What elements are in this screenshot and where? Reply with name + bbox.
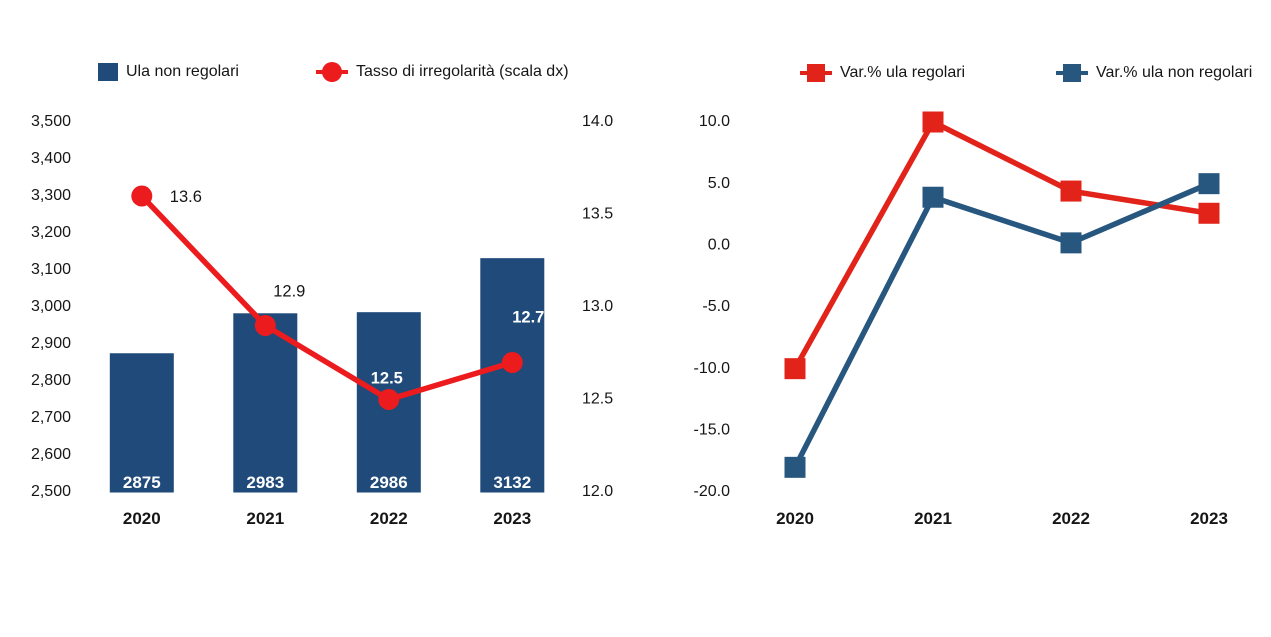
rate-point-label: 12.7 [512, 309, 544, 327]
left-axis-tick: 2,500 [31, 483, 71, 500]
rate-point-label: 13.6 [170, 188, 202, 206]
bar-value-label: 3132 [493, 473, 531, 492]
left-axis-tick: 3,500 [31, 113, 71, 130]
rate-point-label: 12.9 [273, 283, 305, 301]
y-axis-tick: -15.0 [694, 422, 731, 439]
bar-series-swatch [98, 63, 118, 81]
legend-label: Var.% ula regolari [840, 64, 966, 81]
legend-label: Var.% ula non regolari [1096, 64, 1253, 81]
x-axis-year-label: 2023 [493, 509, 531, 528]
bar-value-label: 2986 [370, 473, 408, 492]
bar-value-label: 2875 [123, 473, 161, 492]
rate-line [139, 194, 514, 403]
y-axis-tick: 10.0 [699, 113, 730, 130]
line-circle-series-swatch [316, 62, 348, 82]
legend-label: Tasso di irregolarità (scala dx) [356, 63, 569, 80]
x-axis-year-label: 2020 [123, 509, 161, 528]
legend-item-var-ula-non-regolari: Var.% ula non regolari [1056, 63, 1252, 83]
y-axis-tick: -10.0 [694, 360, 731, 377]
var-marker-regolari-2020 [784, 358, 806, 380]
var-marker-regolari-2022 [1060, 180, 1082, 202]
var-marker-non-regolari-2022 [1060, 232, 1082, 254]
x-axis-year-label: 2023 [1190, 509, 1228, 528]
var-line-non-regolari [792, 181, 1211, 469]
left-axis-tick: 2,600 [31, 446, 71, 463]
rate-marker-2023 [501, 352, 523, 373]
right-axis-tick: 13.0 [582, 298, 613, 315]
legend-item-var-ula-regolari: Var.% ula regolari [800, 63, 965, 83]
bar-2021 [233, 313, 298, 493]
y-axis-tick: -20.0 [694, 483, 731, 500]
y-axis-tick: 5.0 [708, 175, 730, 192]
left-axis-tick: 3,200 [31, 224, 71, 241]
rate-marker-2021 [254, 315, 276, 336]
left-axis-tick: 2,900 [31, 335, 71, 352]
left-axis-tick: 3,400 [31, 150, 71, 167]
legend-item-ula-non-regolari: Ula non regolari [98, 62, 239, 82]
right-axis-tick: 12.0 [582, 483, 613, 500]
y-axis-tick: -5.0 [702, 298, 730, 315]
x-axis-year-label: 2022 [1052, 509, 1090, 528]
var-marker-regolari-2021 [922, 111, 944, 133]
chart-lines-var-percent: 10.0 5.0 0.0 -5.0 -10.0 -15.0 -20.0 2020 2021 202… [694, 111, 1228, 528]
right-axis-tick: 14.0 [582, 113, 613, 130]
y-axis-tick: 0.0 [708, 237, 730, 254]
rate-marker-2020 [131, 185, 153, 207]
var-line-regolari [792, 118, 1210, 371]
left-axis-tick: 3,300 [31, 187, 71, 204]
x-axis-year-label: 2021 [246, 509, 284, 528]
left-axis-tick: 2,700 [31, 409, 71, 426]
var-marker-non-regolari-2021 [922, 186, 944, 208]
right-axis-tick: 12.5 [582, 391, 613, 408]
left-axis-tick: 2,800 [31, 372, 71, 389]
left-axis-tick: 3,100 [31, 261, 71, 278]
left-axis-tick: 3,000 [31, 298, 71, 315]
legend-label: Ula non regolari [126, 63, 239, 80]
line-square-series-swatch [800, 63, 832, 83]
chart-bar-line-ula-non-regolari: 3,500 3,400 3,300 3,200 3,100 3,000 2,900 2,800… [31, 113, 613, 528]
legend-item-tasso-irregolarita: Tasso di irregolarità (scala dx) [316, 62, 569, 82]
rate-point-label: 12.5 [371, 370, 403, 388]
rate-marker-2022 [378, 389, 400, 410]
var-marker-non-regolari-2023 [1198, 173, 1220, 195]
x-axis-year-label: 2021 [914, 509, 952, 528]
x-axis-year-label: 2020 [776, 509, 814, 528]
bar-2023 [480, 258, 545, 493]
var-marker-non-regolari-2020 [784, 456, 806, 478]
bar-value-label: 2983 [246, 473, 284, 492]
bar-2020 [109, 353, 174, 493]
x-axis-year-label: 2022 [370, 509, 408, 528]
right-axis-tick: 13.5 [582, 206, 613, 223]
var-marker-regolari-2023 [1198, 202, 1220, 224]
line-square-series-swatch [1056, 63, 1088, 83]
